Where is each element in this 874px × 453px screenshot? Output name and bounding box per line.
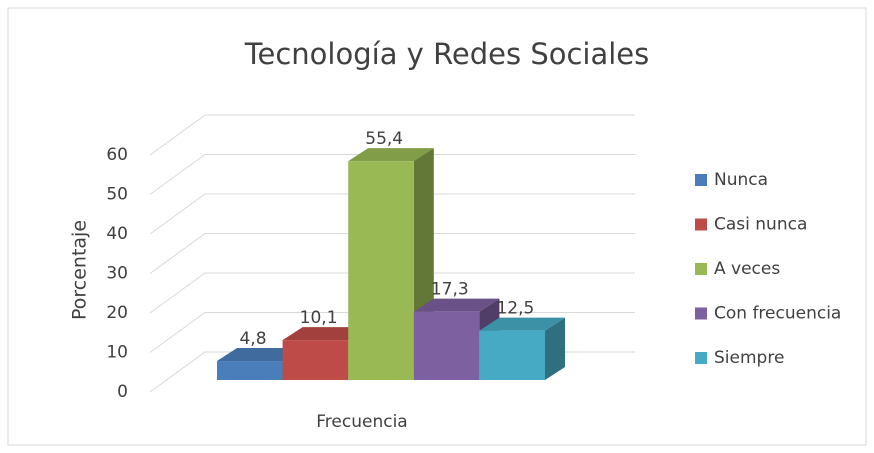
legend-swatch [695, 352, 707, 364]
legend-label: Siempre [714, 348, 784, 368]
grid-line [149, 154, 635, 195]
grid-line [149, 193, 635, 235]
legend-label: Nunca [714, 170, 768, 190]
y-tick-label: 20 [106, 303, 128, 323]
bar-side [545, 317, 565, 380]
bar [217, 361, 283, 380]
legend-swatch [695, 263, 707, 275]
y-tick-label: 10 [106, 343, 128, 363]
bar-top [348, 148, 434, 162]
bar [282, 340, 349, 380]
legend-label: Casi nunca [714, 215, 807, 235]
bar-top [479, 317, 565, 331]
y-tick-label: 30 [106, 264, 128, 284]
x-tick-label: Frecuencia [316, 412, 407, 432]
grid-line [149, 272, 635, 314]
legend-swatch [695, 218, 707, 231]
data-label: 12,5 [496, 299, 534, 319]
data-label: 10,1 [300, 308, 338, 328]
data-label: 17,3 [431, 280, 469, 300]
y-axis-label: Porcentaje [69, 220, 91, 320]
grid-line [149, 233, 635, 274]
y-tick-label: 60 [106, 145, 128, 165]
legend-label: A veces [714, 259, 780, 279]
y-tick-label: 0 [117, 382, 128, 402]
bar [413, 311, 480, 380]
chart-title: Tecnología y Redes Sociales [244, 37, 650, 71]
bar [348, 161, 414, 380]
grid-line [149, 114, 635, 156]
bar-top [217, 348, 303, 362]
legend-swatch [695, 174, 707, 186]
bar-top [413, 298, 500, 312]
y-tick-label: 40 [106, 224, 128, 244]
bar-top [282, 327, 369, 341]
legend-label: Con frecuencia [714, 304, 841, 324]
y-tick-label: 50 [106, 185, 128, 205]
data-label: 55,4 [365, 129, 403, 149]
legend-swatch [695, 307, 707, 320]
data-label: 4,8 [239, 329, 266, 349]
bar [479, 330, 545, 380]
